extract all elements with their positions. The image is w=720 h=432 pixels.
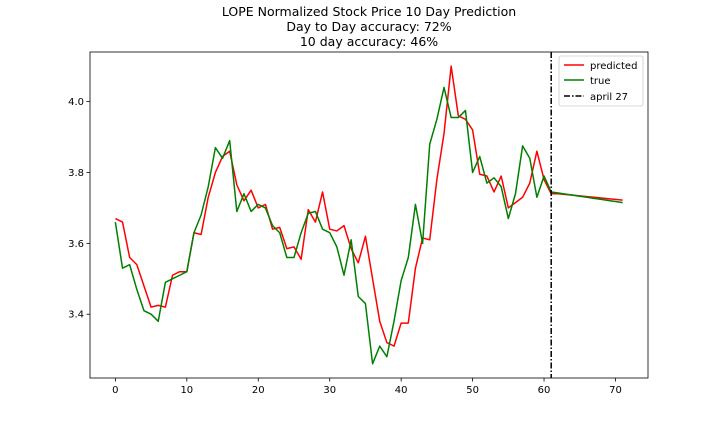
x-tick-label: 30	[323, 385, 336, 396]
series-line-true	[114, 86, 623, 365]
x-tick-label: 60	[538, 385, 551, 396]
legend-box	[558, 55, 644, 107]
x-tick-label: 20	[252, 385, 265, 396]
series-layer	[114, 52, 623, 378]
y-tick-label: 4.0	[68, 97, 84, 108]
chart-title-line-2: Day to Day accuracy: 72%	[286, 19, 451, 34]
chart-title: LOPE Normalized Stock Price 10 Day Predi…	[222, 4, 516, 49]
y-tick-label: 3.4	[68, 310, 84, 321]
y-tick-label: 3.6	[68, 239, 84, 250]
y-tick-label: 3.8	[68, 168, 84, 179]
x-tick-label: 70	[609, 385, 622, 396]
chart-title-line-1: LOPE Normalized Stock Price 10 Day Predi…	[222, 4, 516, 19]
legend-label-predicted: predicted	[590, 61, 637, 72]
x-tick-label: 40	[395, 385, 408, 396]
legend-label-april-27: april 27	[590, 92, 628, 103]
legend-label-true: true	[590, 76, 611, 87]
series-line-predicted	[115, 65, 623, 347]
plot-frame	[89, 51, 649, 379]
legend: predicted true april 27	[558, 55, 644, 107]
chart-title-line-3: 10 day accuracy: 46%	[300, 34, 438, 49]
y-axis: 3.4 3.6 3.8 4.0	[68, 97, 90, 321]
plot-area	[90, 52, 648, 378]
x-axis: 0 10 20 30 40 50 60 70	[112, 378, 622, 396]
x-tick-label: 50	[466, 385, 479, 396]
x-tick-label: 0	[112, 385, 118, 396]
x-tick-label: 10	[180, 385, 193, 396]
